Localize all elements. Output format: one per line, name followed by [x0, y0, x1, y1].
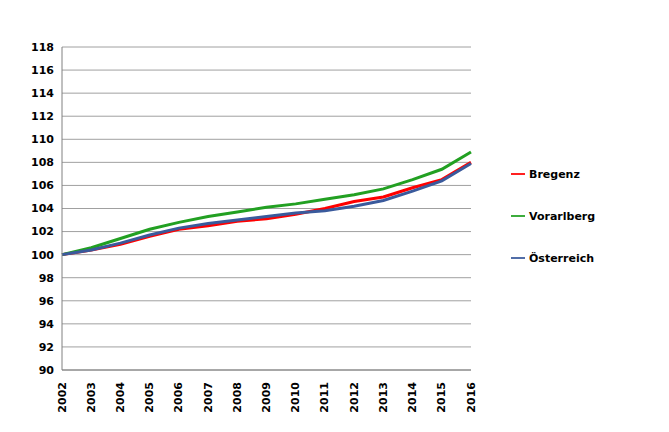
svg-text:100: 100 — [31, 249, 54, 262]
svg-text:96: 96 — [39, 295, 55, 308]
svg-text:104: 104 — [31, 202, 54, 215]
svg-text:2005: 2005 — [143, 382, 156, 413]
svg-text:2004: 2004 — [114, 382, 127, 413]
svg-text:118: 118 — [31, 41, 54, 54]
svg-text:2008: 2008 — [231, 382, 244, 413]
svg-text:114: 114 — [31, 87, 54, 100]
svg-text:2003: 2003 — [85, 382, 98, 413]
svg-text:92: 92 — [39, 341, 54, 354]
svg-text:98: 98 — [39, 272, 54, 285]
svg-text:90: 90 — [39, 364, 55, 377]
html-text:Österreich: Österreich — [529, 252, 595, 265]
svg-text:112: 112 — [31, 110, 54, 123]
svg-text:2006: 2006 — [172, 382, 185, 413]
svg-text:2013: 2013 — [377, 382, 390, 413]
html-text:Vorarlberg: Vorarlberg — [529, 210, 596, 223]
svg-text:2010: 2010 — [289, 382, 302, 413]
svg-text:2012: 2012 — [348, 382, 361, 413]
svg-text:110: 110 — [31, 133, 54, 146]
svg-text:2016: 2016 — [465, 382, 478, 413]
svg-text:116: 116 — [31, 64, 54, 77]
svg-text:2011: 2011 — [318, 382, 331, 413]
svg-text:2009: 2009 — [260, 382, 273, 413]
svg-text:2007: 2007 — [202, 382, 215, 413]
svg-text:2002: 2002 — [56, 382, 69, 413]
svg-text:2015: 2015 — [435, 382, 448, 413]
svg-text:2014: 2014 — [406, 382, 419, 413]
svg-text:108: 108 — [31, 156, 54, 169]
svg-text:94: 94 — [39, 318, 55, 331]
html-text:Bregenz: Bregenz — [529, 168, 580, 181]
svg-text:106: 106 — [31, 179, 54, 192]
svg-text:102: 102 — [31, 225, 54, 238]
